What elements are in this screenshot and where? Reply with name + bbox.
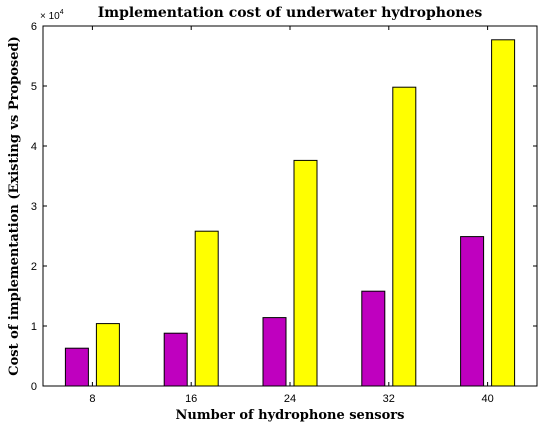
axes-box bbox=[42, 25, 538, 387]
bar-16-series-2 bbox=[194, 230, 219, 387]
y-tick-label: 5 bbox=[31, 81, 37, 93]
y-axis-label: Cost of implementation (Existing vs Prop… bbox=[7, 36, 22, 376]
bar-32-series-1 bbox=[361, 290, 386, 387]
y-tick-label: 3 bbox=[31, 201, 37, 213]
bar-8-series-2 bbox=[95, 323, 120, 387]
x-axis-label: Number of hydrophone sensors bbox=[176, 408, 405, 423]
bar-40-series-2 bbox=[491, 39, 516, 387]
y-tick-label: 1 bbox=[31, 321, 37, 333]
x-tick-label: 32 bbox=[383, 393, 395, 405]
y-exponent-label: × 104 bbox=[40, 9, 64, 22]
bar-24-series-1 bbox=[262, 317, 287, 387]
bar-24-series-2 bbox=[293, 159, 318, 387]
bar-8-series-1 bbox=[64, 347, 89, 387]
y-tick-label: 0 bbox=[31, 381, 37, 393]
y-tick-label: 4 bbox=[31, 141, 37, 153]
y-exponent-base: × 10 bbox=[40, 11, 60, 22]
bar-32-series-2 bbox=[392, 86, 417, 387]
x-tick-label: 40 bbox=[481, 393, 493, 405]
y-exponent-power: 4 bbox=[60, 9, 64, 16]
plot-area: 0 1 2 3 4 5 6 8 16 24 32 40 bbox=[31, 21, 538, 405]
y-tick-label: 6 bbox=[31, 21, 37, 33]
x-tick-label: 16 bbox=[185, 393, 197, 405]
bar-40-series-1 bbox=[460, 236, 485, 387]
x-tick-label: 8 bbox=[89, 393, 95, 405]
x-tick-label: 24 bbox=[284, 393, 296, 405]
y-tick-label: 2 bbox=[31, 261, 37, 273]
bar-16-series-1 bbox=[163, 332, 188, 387]
chart-title: Implementation cost of underwater hydrop… bbox=[98, 5, 483, 21]
